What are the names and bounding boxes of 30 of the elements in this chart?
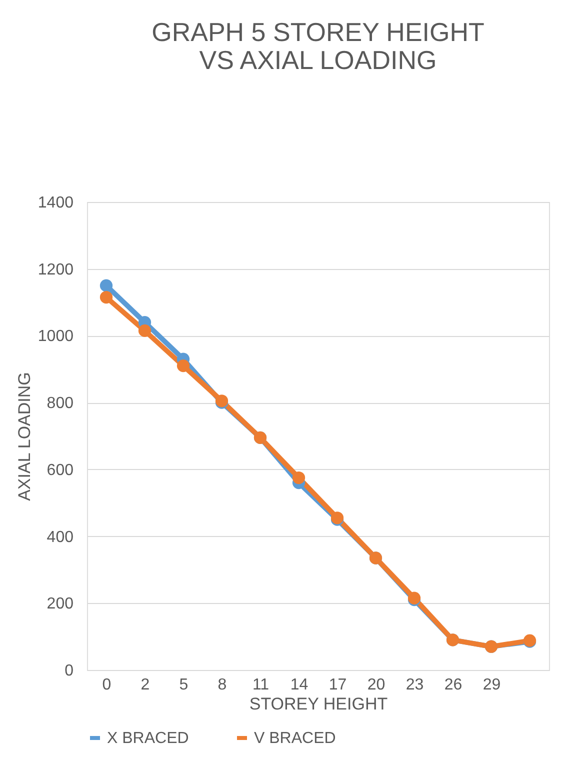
x-tick-label: 11	[252, 676, 270, 694]
y-tick-label: 600	[46, 462, 74, 479]
y-tick-label: 800	[46, 395, 74, 412]
text: GRAPH 5 STOREY HEIGHT	[152, 17, 484, 47]
x-tick-label: 29	[482, 676, 501, 694]
y-tick-label: 200	[46, 596, 74, 613]
y-tick-label: 1200	[38, 261, 74, 278]
y-tick-label: 400	[46, 528, 74, 546]
point	[138, 324, 152, 338]
x-tick-label: 17	[328, 676, 347, 694]
y-tick-label: 0	[64, 662, 74, 680]
point	[176, 359, 190, 372]
x-tick-label: 5	[179, 676, 188, 694]
legend-label: V BRACED	[254, 730, 336, 747]
point	[100, 290, 113, 304]
y-axis-title: AXIAL LOADING	[14, 372, 34, 501]
legend-label: X BRACED	[107, 730, 189, 747]
x-tick-label: 20	[367, 676, 386, 694]
point	[100, 279, 113, 292]
x-tick-label: 14	[290, 676, 308, 694]
y-tick-label: 1000	[38, 328, 74, 346]
x-tick-label: 26	[444, 676, 462, 694]
x-tick-label: 23	[406, 676, 424, 694]
x-tick-label: 2	[140, 676, 150, 694]
text: VS AXIAL LOADING	[199, 45, 437, 75]
x-tick-label: 8	[218, 676, 227, 694]
x-axis-title: STOREY HEIGHT	[249, 694, 388, 714]
x-tick-label: 0	[102, 676, 112, 694]
point	[292, 471, 306, 484]
y-tick-label: 1400	[38, 194, 74, 212]
